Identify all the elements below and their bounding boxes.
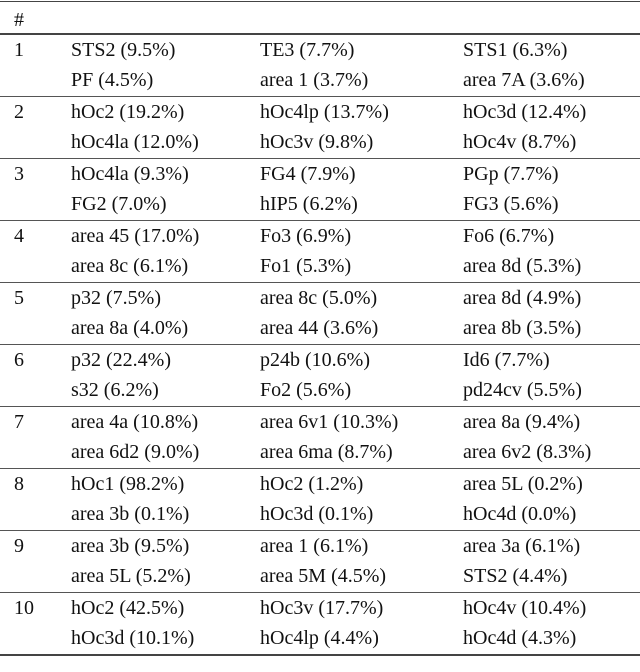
region-entry: FG2 (7.0%): [71, 193, 167, 215]
region-entry: area 8d (4.9%): [463, 287, 582, 309]
region-entry: area 8a (9.4%): [463, 411, 581, 433]
region-entry: Fo2 (5.6%): [260, 379, 352, 401]
region-entry: hOc3d (0.1%): [260, 503, 374, 525]
region-entry: area 3b (0.1%): [71, 503, 190, 525]
region-entry: STS2 (9.5%): [71, 39, 176, 61]
region-entry: hOc4la (9.3%): [71, 163, 189, 185]
row-number: 8: [14, 473, 24, 495]
region-entry: TE3 (7.7%): [260, 39, 355, 61]
region-entry: area 44 (3.6%): [260, 317, 379, 339]
row-number: 1: [14, 39, 24, 61]
region-entry: hOc1 (98.2%): [71, 473, 185, 495]
region-entry: area 6d2 (9.0%): [71, 441, 200, 463]
region-entry: area 3a (6.1%): [463, 535, 581, 557]
row-number: 9: [14, 535, 24, 557]
table-row: 9 area 3b (9.5%) area 1 (6.1%) area 3a (6.1…: [0, 531, 640, 593]
region-entry: hOc2 (42.5%): [71, 597, 185, 619]
region-entry: pd24cv (5.5%): [463, 379, 582, 401]
region-entry: area 8c (5.0%): [260, 287, 378, 309]
region-entry: p32 (7.5%): [71, 287, 161, 309]
region-entry: p24b (10.6%): [260, 349, 370, 371]
region-entry: area 8b (3.5%): [463, 317, 582, 339]
region-entry: hOc4lp (13.7%): [260, 101, 389, 123]
region-entry: area 6v1 (10.3%): [260, 411, 399, 433]
row-number: 7: [14, 411, 24, 433]
table-row: 3 hOc4la (9.3%) FG4 (7.9%) PGp (7.7%) FG2 (7…: [0, 159, 640, 221]
table-row: 8 hOc1 (98.2%) hOc2 (1.2%) area 5L (0.2%) ar…: [0, 469, 640, 531]
region-entry: area 7A (3.6%): [463, 69, 585, 91]
region-entry: Id6 (7.7%): [463, 349, 550, 371]
region-entry: FG3 (5.6%): [463, 193, 559, 215]
region-entry: hIP5 (6.2%): [260, 193, 358, 215]
region-entry: hOc4v (10.4%): [463, 597, 587, 619]
region-entry: STS2 (4.4%): [463, 565, 568, 587]
region-entry: FG4 (7.9%): [260, 163, 356, 185]
region-entry: Fo3 (6.9%): [260, 225, 352, 247]
region-entry: hOc3v (17.7%): [260, 597, 384, 619]
table-row: 6 p32 (22.4%) p24b (10.6%) Id6 (7.7%) s32 (6…: [0, 345, 640, 407]
region-entry: hOc3v (9.8%): [260, 131, 374, 153]
table-row: 7 area 4a (10.8%) area 6v1 (10.3%) area 8a …: [0, 407, 640, 469]
region-entry: area 5M (4.5%): [260, 565, 387, 587]
region-entry: area 8a (4.0%): [71, 317, 189, 339]
table-row: 2 hOc2 (19.2%) hOc4lp (13.7%) hOc3d (12.4%)…: [0, 97, 640, 159]
region-entry: area 6v2 (8.3%): [463, 441, 592, 463]
table-row: 5 p32 (7.5%) area 8c (5.0%) area 8d (4.9%) a…: [0, 283, 640, 345]
region-entry: area 8d (5.3%): [463, 255, 582, 277]
table-row: 4 area 45 (17.0%) Fo3 (6.9%) Fo6 (6.7%) area…: [0, 221, 640, 283]
region-entry: hOc4d (0.0%): [463, 503, 577, 525]
row-number: 10: [14, 597, 34, 619]
region-entry: s32 (6.2%): [71, 379, 159, 401]
table-row: 1 STS2 (9.5%) TE3 (7.7%) STS1 (6.3%) PF (4.5…: [0, 35, 640, 97]
row-number: 2: [14, 101, 24, 123]
region-entry: Fo6 (6.7%): [463, 225, 555, 247]
region-entry: hOc3d (12.4%): [463, 101, 587, 123]
region-entry: hOc3d (10.1%): [71, 627, 195, 649]
region-entry: Fo1 (5.3%): [260, 255, 352, 277]
region-entry: hOc2 (1.2%): [260, 473, 364, 495]
region-entry: hOc4lp (4.4%): [260, 627, 379, 649]
region-entry: area 6ma (8.7%): [260, 441, 393, 463]
region-entry: STS1 (6.3%): [463, 39, 568, 61]
region-entry: hOc4v (8.7%): [463, 131, 577, 153]
table-row: 10 hOc2 (42.5%) hOc3v (17.7%) hOc4v (10.4%)…: [0, 593, 640, 656]
region-entry: hOc4d (4.3%): [463, 627, 577, 649]
region-entry: area 5L (5.2%): [71, 565, 191, 587]
table-body: 1 STS2 (9.5%) TE3 (7.7%) STS1 (6.3%) PF (4.5…: [0, 35, 640, 656]
row-number: 4: [14, 225, 24, 247]
header-number: #: [14, 9, 24, 31]
region-entry: area 8c (6.1%): [71, 255, 189, 277]
row-number: 3: [14, 163, 24, 185]
region-entry: area 5L (0.2%): [463, 473, 583, 495]
region-entry: PF (4.5%): [71, 69, 154, 91]
row-number: 6: [14, 349, 24, 371]
region-entry: p32 (22.4%): [71, 349, 171, 371]
region-entry: area 3b (9.5%): [71, 535, 190, 557]
row-number: 5: [14, 287, 24, 309]
header-rule: [0, 33, 640, 35]
region-entry: area 4a (10.8%): [71, 411, 199, 433]
region-entry: area 1 (3.7%): [260, 69, 369, 91]
region-entry: hOc4la (12.0%): [71, 131, 199, 153]
region-entry: area 1 (6.1%): [260, 535, 369, 557]
region-entry: area 45 (17.0%): [71, 225, 200, 247]
top-rule: [0, 1, 640, 2]
region-entry: hOc2 (19.2%): [71, 101, 185, 123]
region-entry: PGp (7.7%): [463, 163, 559, 185]
